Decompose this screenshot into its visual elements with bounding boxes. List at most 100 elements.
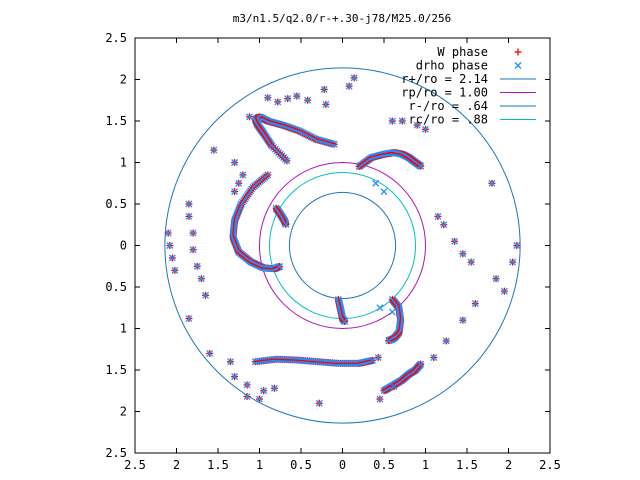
drho-phase-point — [164, 229, 172, 237]
y-tick-label: 0.5 — [105, 197, 127, 211]
drho-phase-point — [256, 395, 263, 403]
x-tick-label: 0.5 — [373, 458, 395, 472]
drho-phase-point — [500, 287, 508, 295]
drho-phase-point — [171, 266, 179, 274]
drho-phase-point — [264, 94, 272, 102]
x-tick-label: 2 — [505, 458, 512, 472]
drho-phase-point — [422, 125, 429, 133]
drho-phase-point — [417, 360, 425, 368]
drho-phase-point — [283, 157, 291, 165]
drho-phase-point — [231, 188, 239, 196]
drho-phase-point — [284, 95, 292, 103]
drho-phase-point — [434, 212, 442, 220]
w-phase-point — [514, 48, 522, 56]
drho-phase-point — [270, 384, 278, 392]
y-tick-label: 0 — [120, 239, 127, 253]
drho-phase-point — [385, 337, 393, 345]
drho-phase-point — [185, 200, 193, 208]
drho-phase-point — [231, 373, 239, 381]
drho-phase-point — [189, 246, 197, 254]
drho-phase-point — [166, 242, 174, 249]
legend-label: rp/ro = 1.00 — [401, 86, 488, 100]
drho-phase-point — [274, 98, 282, 106]
drho-phase-point — [276, 263, 284, 270]
x-tick-label: 2.5 — [124, 458, 146, 472]
drho-phase-point — [509, 258, 517, 266]
y-tick-label: 2 — [120, 73, 127, 87]
phase-points — [164, 74, 521, 407]
y-tick-label: 2 — [120, 405, 127, 419]
drho-phase-point — [260, 387, 268, 395]
drho-phase-point — [430, 354, 438, 362]
drho-phase-point — [388, 308, 396, 316]
x-tick-label: 1.5 — [207, 458, 229, 472]
x-tick-label: 1.5 — [456, 458, 478, 472]
y-tick-label: 0.5 — [105, 280, 127, 294]
drho-phase-point — [345, 82, 353, 90]
legend-label: rc/ro = .88 — [409, 113, 488, 127]
drho-phase-point — [492, 275, 500, 283]
drho-phase-point — [513, 242, 521, 249]
drho-phase-point — [369, 356, 377, 364]
drho-phase-point — [304, 96, 312, 104]
drho-phase-point — [413, 121, 421, 129]
drho-phase-point — [226, 358, 234, 366]
drho-phase-point — [185, 212, 193, 220]
drho-phase-point — [417, 162, 425, 170]
y-tick-label: 1.5 — [105, 363, 127, 377]
drho-phase-point — [376, 304, 384, 312]
drho-phase-point — [488, 179, 496, 187]
drho-phase-point — [322, 100, 330, 108]
drho-phase-point — [189, 229, 197, 237]
x-tick-label: 1 — [422, 458, 429, 472]
drho-phase-point — [451, 237, 459, 245]
drho-phase-point — [185, 315, 193, 322]
drho-phase-point — [388, 117, 396, 125]
axis-ticks: 2.5 2 1.5 1 0.5 0 0.5 1 1.5 2 2.52.521.510.500.511… — [105, 31, 561, 472]
drho-phase-point — [243, 393, 251, 401]
drho-phase-point — [398, 117, 406, 125]
drho-phase-point — [202, 291, 210, 299]
chart-title: m3/n1.5/q2.0/r-+.30-j78/M25.0/256 — [233, 12, 452, 25]
drho-phase-point — [293, 92, 301, 100]
drho-phase-point — [467, 258, 475, 266]
y-tick-label: 1 — [120, 322, 127, 336]
drho-phase-point — [471, 300, 479, 308]
drho-phase-point — [459, 250, 467, 258]
drho-phase-point — [231, 159, 239, 166]
legend-label: W phase — [437, 45, 488, 59]
legend-label: drho phase — [416, 59, 488, 73]
drho-phase-point — [440, 221, 448, 229]
drho-phase-point — [206, 349, 214, 357]
drho-phase-point — [514, 62, 522, 69]
y-tick-label: 1.5 — [105, 114, 127, 128]
drho-phase-point — [315, 399, 323, 407]
drho-phase-point — [442, 337, 450, 345]
drho-phase-point — [197, 275, 205, 283]
x-tick-label: 0.5 — [290, 458, 312, 472]
drho-phase-point — [243, 381, 251, 389]
legend-label: r-/ro = .64 — [409, 99, 488, 113]
x-tick-label: 0 — [339, 458, 346, 472]
y-tick-label: 2.5 — [105, 446, 127, 460]
drho-phase-point — [235, 179, 243, 187]
reference-circle — [288, 191, 397, 300]
drho-phase-point — [193, 262, 201, 270]
drho-phase-point — [246, 113, 253, 121]
y-tick-label: 2.5 — [105, 31, 127, 45]
drho-phase-point — [376, 395, 384, 403]
x-tick-label: 2.5 — [539, 458, 561, 472]
drho-phase-point — [341, 318, 349, 325]
spiral-arms — [229, 113, 425, 395]
drho-phase-point — [372, 179, 380, 187]
reference-circle — [259, 162, 426, 329]
drho-phase-point — [390, 383, 398, 391]
drho-phase-point — [459, 316, 467, 324]
x-tick-label: 2 — [173, 458, 180, 472]
drho-phase-point — [380, 188, 388, 196]
drho-phase-point — [350, 74, 358, 82]
reference-circle — [268, 171, 417, 320]
drho-phase-point — [239, 171, 247, 179]
